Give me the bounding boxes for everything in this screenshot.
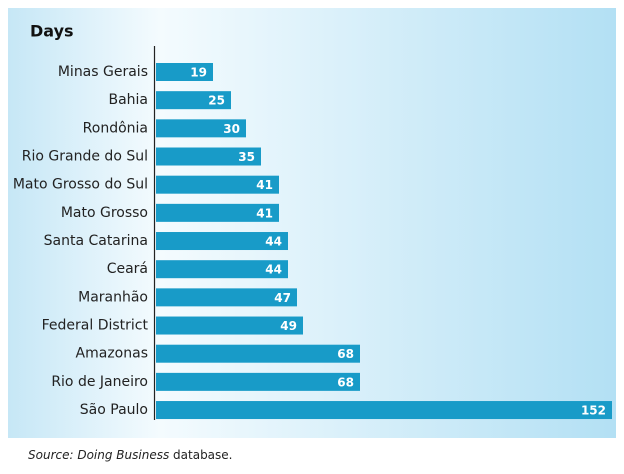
y-tick-label: Amazonas [76, 346, 148, 362]
source-italic: Source: Doing Business [28, 448, 169, 462]
y-tick-label: Maranhão [78, 289, 148, 305]
y-tick-label: Mato Grosso do Sul [13, 177, 148, 193]
bar [156, 203, 279, 222]
y-tick-label: São Paulo [80, 402, 148, 418]
y-tick-label: Ceará [107, 261, 148, 277]
data-label: 44 [265, 263, 282, 277]
y-tick-label: Rondônia [83, 120, 148, 136]
source-text: database. [169, 448, 232, 462]
bar [156, 119, 246, 138]
y-tick-label: Federal District [42, 318, 149, 334]
y-tick-label: Bahia [108, 92, 148, 108]
source-note: Source: Doing Business database. [28, 448, 232, 462]
data-label: 41 [256, 206, 273, 220]
bar [156, 63, 213, 81]
bar [156, 372, 360, 391]
data-label: 19 [190, 66, 207, 80]
data-label: 49 [280, 319, 297, 333]
bar [156, 401, 612, 420]
bar [156, 288, 297, 307]
data-label: 41 [256, 178, 273, 192]
data-label: 68 [337, 347, 354, 361]
bar [156, 316, 303, 335]
y-tick-label: Rio de Janeiro [51, 374, 148, 390]
data-label: 44 [265, 235, 282, 249]
y-tick-label: Mato Grosso [61, 205, 148, 221]
bar [156, 91, 231, 110]
data-label: 47 [274, 291, 291, 305]
bar [156, 147, 261, 166]
y-tick-label: Minas Gerais [58, 64, 148, 80]
chart-title: Days [30, 22, 74, 41]
bar [156, 175, 279, 194]
bar [156, 260, 288, 279]
y-tick-label: Santa Catarina [44, 233, 148, 249]
data-label: 35 [238, 150, 255, 164]
data-label: 152 [581, 404, 606, 418]
chart-panel [8, 8, 616, 438]
bar [156, 344, 360, 363]
data-label: 68 [337, 375, 354, 389]
data-label: 25 [208, 94, 225, 108]
data-label: 30 [223, 122, 240, 136]
bar [156, 232, 288, 251]
y-tick-label: Rio Grande do Sul [22, 149, 148, 165]
